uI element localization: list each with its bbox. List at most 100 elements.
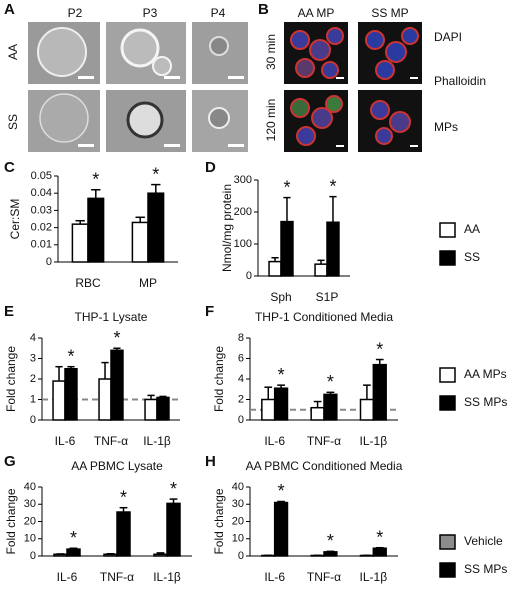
legend-label: SS MPs (464, 395, 507, 409)
y-tick-label: 0.05 (31, 170, 52, 182)
y-axis-label: Fold change (4, 346, 18, 412)
panel-letter: H (205, 453, 216, 470)
x-tick-label: IL-1β (153, 570, 181, 584)
row-label: 30 min (264, 34, 278, 70)
y-tick-label: 4 (238, 373, 244, 385)
y-tick-label: 30 (24, 498, 36, 510)
bar (314, 263, 328, 277)
significance-label: * (70, 528, 77, 548)
chart-title: AA PBMC Lysate (71, 459, 163, 473)
cells (290, 27, 419, 146)
bar (53, 553, 68, 557)
y-tick-label: 0.03 (31, 204, 52, 216)
row-label: 120 min (264, 99, 278, 142)
significance-label: * (327, 531, 334, 551)
bar (98, 378, 112, 421)
y-tick-label: 4 (30, 332, 36, 344)
legend-label: AA MPs (464, 367, 507, 381)
y-tick-label: 0 (46, 256, 52, 268)
bar (359, 398, 375, 421)
column-label: SS MP (371, 6, 408, 20)
scale-bars (78, 76, 244, 147)
significance-label: * (278, 365, 285, 385)
bar (326, 221, 340, 277)
y-axis-label: Nmol/mg protein (220, 184, 234, 272)
legend-swatch (439, 250, 456, 266)
y-tick-label: 0.01 (31, 239, 52, 251)
bar (166, 502, 181, 557)
row-label: AA (6, 44, 20, 60)
y-axis-label: Fold change (4, 488, 18, 554)
panel-letter: C (4, 159, 15, 176)
y-tick-label: 0 (246, 270, 252, 282)
x-tick-label: IL-6 (264, 570, 285, 584)
bar (359, 554, 375, 557)
y-axis-label: Fold change (212, 346, 226, 412)
bar (64, 368, 78, 421)
bar (103, 553, 118, 557)
x-tick-label: IL-6 (55, 434, 76, 448)
x-tick-label: TNF-α (307, 570, 341, 584)
x-tick-label: IL-6 (57, 570, 78, 584)
y-tick-label: 0.02 (31, 222, 52, 234)
bar (131, 221, 149, 263)
channel-label: Phalloidin (434, 74, 486, 88)
significance-label: * (152, 164, 159, 184)
bar (273, 501, 289, 557)
bar (156, 396, 170, 421)
bar (273, 387, 289, 421)
vesicle (39, 93, 89, 143)
y-tick-label: 20 (24, 515, 36, 527)
y-tick-label: 0 (238, 414, 244, 426)
x-tick-label: MP (139, 276, 157, 290)
y-tick-label: 100 (234, 238, 252, 250)
panel-letter: D (205, 159, 216, 176)
bar (261, 554, 276, 557)
significance-label: * (113, 328, 120, 348)
y-axis-label: Cer:SM (8, 199, 22, 240)
significance-label: * (120, 487, 127, 507)
y-tick-label: 0 (30, 550, 36, 562)
vesicle (37, 27, 87, 77)
legend-swatch (439, 222, 456, 238)
bar (310, 554, 325, 557)
significance-label: * (376, 339, 383, 359)
legend-label: AA (464, 222, 480, 236)
legend-label: SS MPs (464, 562, 507, 576)
column-label: AA MP (298, 6, 335, 20)
bar (66, 548, 81, 557)
y-tick-label: 1 (30, 393, 36, 405)
y-tick-label: 2 (238, 393, 244, 405)
significance-label: * (327, 372, 334, 392)
bar (116, 511, 131, 557)
bar (147, 192, 165, 263)
x-tick-label: S1P (316, 290, 339, 304)
channel-label: MPs (434, 120, 458, 134)
vesicle (208, 107, 230, 129)
y-axis-label: Fold change (212, 488, 226, 554)
x-tick-label: TNF-α (94, 434, 128, 448)
bar (280, 220, 294, 277)
bar (323, 551, 338, 557)
y-tick-label: 0 (30, 414, 36, 426)
y-tick-label: 40 (232, 481, 244, 493)
significance-label: * (329, 176, 336, 196)
y-tick-label: 0 (238, 550, 244, 562)
x-tick-label: IL-1β (360, 434, 388, 448)
panel-letter: A (4, 1, 15, 18)
panel-letter: G (4, 453, 16, 470)
panel-letter: E (4, 303, 14, 320)
x-tick-label: RBC (75, 276, 101, 290)
chart-title: THP-1 Conditioned Media (255, 310, 393, 324)
y-tick-label: 2 (30, 373, 36, 385)
significance-label: * (376, 527, 383, 547)
bar (144, 398, 158, 421)
panel-letter: F (205, 303, 214, 320)
chart-title: AA PBMC Conditioned Media (246, 459, 403, 473)
bar (71, 223, 89, 263)
vesicle (120, 28, 160, 68)
y-tick-label: 200 (234, 206, 252, 218)
significance-label: * (92, 170, 99, 190)
